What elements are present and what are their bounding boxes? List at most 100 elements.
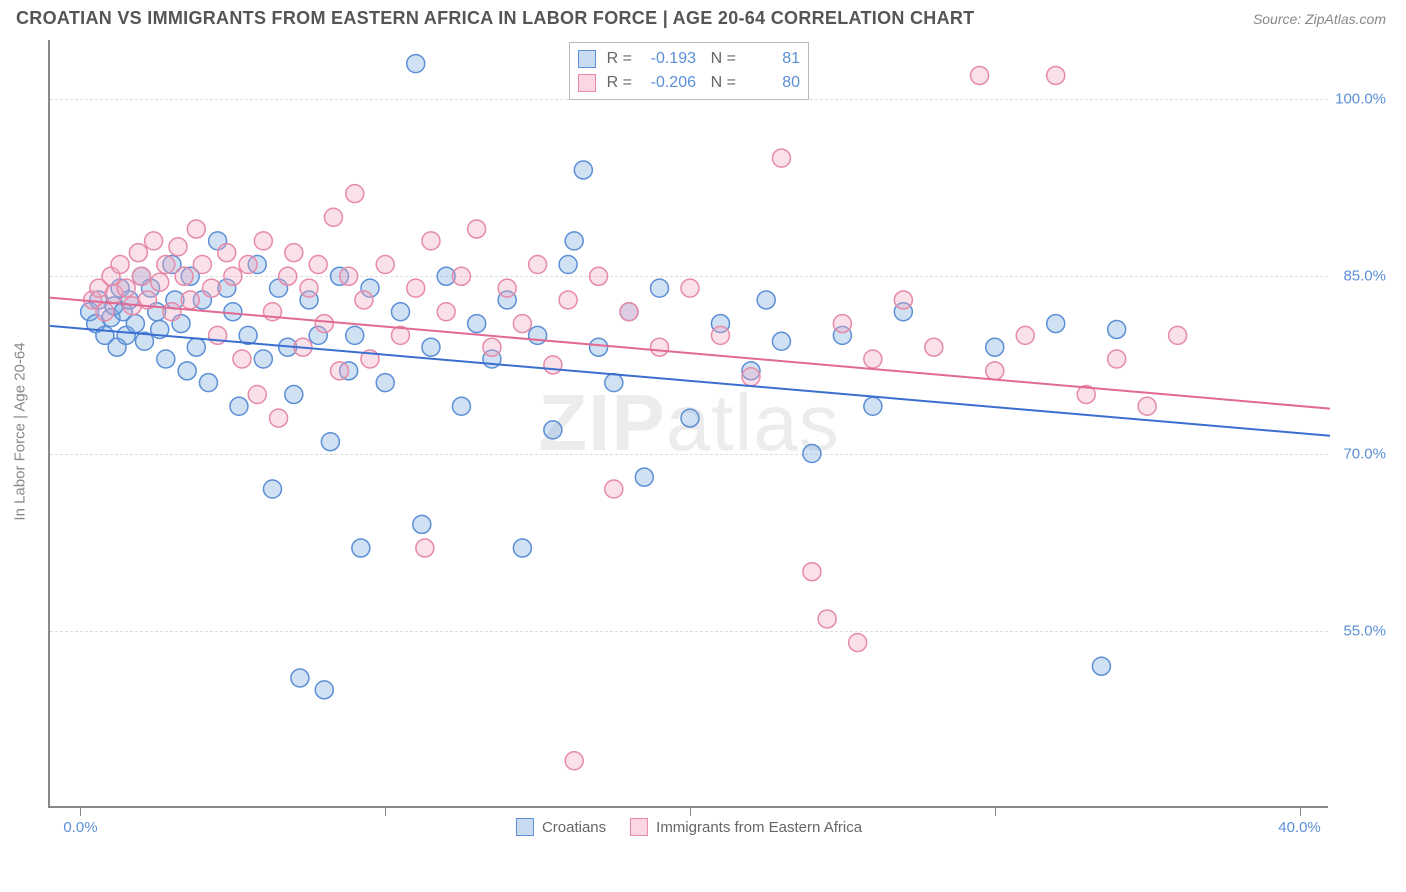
data-point: [1092, 657, 1110, 675]
data-point: [279, 267, 297, 285]
legend-correlation-box: R = -0.193 N = 81 R = -0.206 N = 80: [569, 42, 809, 100]
data-point: [346, 185, 364, 203]
chart-title: CROATIAN VS IMMIGRANTS FROM EASTERN AFRI…: [16, 8, 974, 29]
data-point: [157, 255, 175, 273]
data-point: [651, 338, 669, 356]
swatch-pink-icon: [630, 818, 648, 836]
data-point: [1047, 66, 1065, 84]
data-point: [620, 303, 638, 321]
data-point: [772, 149, 790, 167]
data-point: [483, 338, 501, 356]
data-point: [452, 267, 470, 285]
data-point: [324, 208, 342, 226]
data-point: [413, 515, 431, 533]
data-point: [193, 255, 211, 273]
data-point: [437, 303, 455, 321]
r-label: R =: [604, 74, 632, 92]
data-point: [203, 279, 221, 297]
n-value-immigrants: 80: [744, 74, 800, 92]
data-point: [590, 267, 608, 285]
data-point: [986, 338, 1004, 356]
data-point: [742, 368, 760, 386]
data-point: [175, 267, 193, 285]
r-value-croatians: -0.193: [640, 50, 696, 68]
data-point: [376, 255, 394, 273]
data-point: [818, 610, 836, 628]
data-point: [925, 338, 943, 356]
n-label: N =: [708, 50, 736, 68]
data-point: [187, 338, 205, 356]
data-point: [757, 291, 775, 309]
y-axis-label: In Labor Force | Age 20-64: [12, 342, 29, 520]
data-point: [407, 55, 425, 73]
data-point: [129, 244, 147, 262]
data-point: [230, 397, 248, 415]
y-tick-label: 85.0%: [1334, 268, 1386, 285]
data-point: [218, 244, 236, 262]
data-point: [529, 255, 547, 273]
data-point: [559, 255, 577, 273]
data-point: [352, 539, 370, 557]
data-point: [157, 350, 175, 368]
legend-bottom: Croatians Immigrants from Eastern Africa: [516, 818, 862, 836]
data-point: [248, 385, 266, 403]
data-point: [574, 161, 592, 179]
data-point: [513, 539, 531, 557]
data-point: [468, 315, 486, 333]
data-point: [254, 232, 272, 250]
data-point: [894, 291, 912, 309]
data-point: [239, 255, 257, 273]
data-point: [331, 362, 349, 380]
n-value-croatians: 81: [744, 50, 800, 68]
data-point: [355, 291, 373, 309]
swatch-blue-icon: [578, 50, 596, 68]
data-point: [224, 267, 242, 285]
x-tick-label: 0.0%: [63, 819, 97, 836]
scatter-plot-svg: [50, 40, 1330, 808]
data-point: [117, 279, 135, 297]
data-point: [285, 244, 303, 262]
data-point: [126, 315, 144, 333]
data-point: [391, 303, 409, 321]
data-point: [803, 563, 821, 581]
y-tick-label: 70.0%: [1334, 445, 1386, 462]
data-point: [291, 669, 309, 687]
legend-item-immigrants: Immigrants from Eastern Africa: [630, 818, 862, 836]
data-point: [605, 480, 623, 498]
data-point: [422, 232, 440, 250]
data-point: [376, 374, 394, 392]
data-point: [111, 255, 129, 273]
data-point: [681, 279, 699, 297]
data-point: [340, 267, 358, 285]
data-point: [971, 66, 989, 84]
data-point: [132, 267, 150, 285]
data-point: [590, 338, 608, 356]
legend-item-croatians: Croatians: [516, 818, 606, 836]
data-point: [169, 238, 187, 256]
data-point: [300, 279, 318, 297]
data-point: [635, 468, 653, 486]
data-point: [199, 374, 217, 392]
data-point: [681, 409, 699, 427]
data-point: [559, 291, 577, 309]
data-point: [270, 409, 288, 427]
data-point: [1016, 326, 1034, 344]
data-point: [1047, 315, 1065, 333]
data-point: [263, 480, 281, 498]
data-point: [1108, 320, 1126, 338]
data-point: [407, 279, 425, 297]
data-point: [651, 279, 669, 297]
data-point: [96, 303, 114, 321]
data-point: [315, 315, 333, 333]
data-point: [178, 362, 196, 380]
data-point: [1108, 350, 1126, 368]
r-label: R =: [604, 50, 632, 68]
data-point: [1138, 397, 1156, 415]
legend-label-croatians: Croatians: [542, 819, 606, 836]
y-tick-label: 100.0%: [1334, 91, 1386, 108]
legend-row-immigrants: R = -0.206 N = 80: [578, 71, 800, 95]
y-tick-label: 55.0%: [1334, 622, 1386, 639]
data-point: [529, 326, 547, 344]
data-point: [711, 326, 729, 344]
data-point: [233, 350, 251, 368]
